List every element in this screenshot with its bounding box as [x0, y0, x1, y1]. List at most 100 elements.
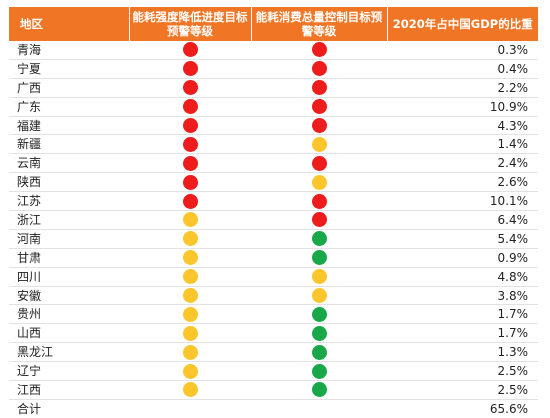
region-name: 江苏 [9, 191, 129, 212]
consumption-warning-cell [251, 59, 387, 79]
table-row: 宁夏 0.4% [9, 59, 538, 79]
table-row: 江苏 10.1% [9, 191, 538, 212]
yellow-warning-light-icon [311, 269, 327, 285]
gdp-share: 3.8% [387, 286, 538, 306]
gdp-share: 0.9% [387, 248, 538, 268]
red-warning-light-icon [182, 61, 198, 77]
total-label: 合计 [17, 401, 42, 416]
yellow-warning-light-icon [311, 136, 327, 152]
yellow-warning-light-icon [182, 363, 198, 379]
yellow-warning-light-icon [182, 325, 198, 341]
red-warning-light-icon [182, 174, 198, 190]
yellow-warning-light-icon [182, 212, 198, 228]
table-row: 福建 4.3% [9, 116, 538, 136]
region-name: 贵州 [9, 304, 129, 325]
consumption-warning-cell [251, 323, 387, 344]
green-warning-light-icon [311, 363, 327, 379]
table-header: 地区 能耗强度降低进度目标预警等级 能耗消费总量控制目标预警等级 2020年占中… [9, 7, 538, 41]
intensity-warning-cell [129, 229, 251, 249]
region-name: 浙江 [9, 210, 129, 230]
table-row: 黑龙江 1.3% [9, 342, 538, 363]
consumption-warning-cell [251, 41, 387, 60]
red-warning-light-icon [311, 42, 327, 58]
consumption-warning-cell [251, 361, 387, 382]
consumption-warning-cell [251, 342, 387, 363]
gdp-share: 1.7% [387, 323, 538, 344]
yellow-warning-light-icon [182, 269, 198, 285]
region-name: 辽宁 [9, 361, 129, 382]
red-warning-light-icon [311, 61, 327, 77]
table-row: 辽宁 2.5% [9, 361, 538, 382]
total-row: 合计 65.6% [9, 399, 538, 417]
gdp-share: 2.6% [387, 172, 538, 193]
red-warning-light-icon [182, 118, 198, 133]
total-gdp-share: 65.6% [489, 401, 528, 416]
yellow-warning-light-icon [182, 250, 198, 266]
region-name: 新疆 [9, 134, 129, 155]
consumption-warning-cell [251, 97, 387, 117]
table-row: 云南 2.4% [9, 153, 538, 174]
intensity-warning-cell [129, 134, 251, 155]
gdp-share: 6.4% [387, 210, 538, 230]
warning-level-table: 地区 能耗强度降低进度目标预警等级 能耗消费总量控制目标预警等级 2020年占中… [9, 7, 538, 418]
consumption-warning-cell [251, 210, 387, 230]
table-row: 青海 0.3% [9, 41, 538, 60]
gdp-share: 10.9% [387, 97, 538, 117]
red-warning-light-icon [182, 136, 198, 152]
green-warning-light-icon [311, 306, 327, 322]
region-name: 广西 [9, 78, 129, 98]
intensity-warning-cell [129, 78, 251, 98]
yellow-warning-light-icon [182, 288, 198, 304]
red-warning-light-icon [311, 99, 327, 115]
intensity-warning-cell [129, 210, 251, 230]
intensity-warning-cell [129, 191, 251, 212]
intensity-warning-cell [129, 172, 251, 193]
consumption-warning-cell [251, 78, 387, 98]
header-region: 地区 [9, 7, 130, 41]
region-name: 广东 [9, 97, 129, 117]
gdp-share: 2.5% [387, 361, 538, 382]
gdp-share: 1.3% [387, 342, 538, 363]
table-row: 浙江 6.4% [9, 210, 538, 230]
yellow-warning-light-icon [311, 288, 327, 304]
region-name: 甘肃 [9, 248, 129, 268]
red-warning-light-icon [311, 155, 327, 171]
gdp-share: 5.4% [387, 229, 538, 249]
red-warning-light-icon [182, 80, 198, 96]
intensity-warning-cell [129, 267, 251, 287]
table-row: 广西 2.2% [9, 78, 538, 98]
red-warning-light-icon [182, 193, 198, 209]
table-row: 贵州 1.7% [9, 304, 538, 325]
yellow-warning-light-icon [182, 231, 198, 247]
red-warning-light-icon [182, 42, 198, 58]
red-warning-light-icon [311, 80, 327, 96]
table-row: 安徽 3.8% [9, 286, 538, 306]
gdp-share: 10.1% [387, 191, 538, 212]
consumption-warning-cell [251, 191, 387, 212]
intensity-warning-cell [129, 286, 251, 306]
intensity-warning-cell [129, 248, 251, 268]
region-name: 青海 [9, 41, 129, 60]
green-warning-light-icon [311, 344, 327, 360]
yellow-warning-light-icon [182, 344, 198, 360]
intensity-warning-cell [129, 59, 251, 79]
region-name: 黑龙江 [9, 342, 129, 363]
consumption-warning-cell [251, 134, 387, 155]
gdp-share: 4.3% [387, 116, 538, 136]
table-row: 新疆 1.4% [9, 134, 538, 155]
consumption-warning-cell [251, 116, 387, 136]
table-row: 甘肃 0.9% [9, 248, 538, 268]
intensity-warning-cell [129, 304, 251, 325]
table-body: 青海 0.3% 宁夏 0.4% 广西 2.2% 广东 10.9% 福建 4.3% 新疆 1.4% 云南 2… [9, 41, 538, 418]
table-row: 山西 1.7% [9, 323, 538, 344]
intensity-warning-cell [129, 97, 251, 117]
red-warning-light-icon [311, 118, 327, 133]
yellow-warning-light-icon [182, 382, 198, 398]
red-warning-light-icon [182, 99, 198, 115]
red-warning-light-icon [311, 193, 327, 209]
header-row: 地区 能耗强度降低进度目标预警等级 能耗消费总量控制目标预警等级 2020年占中… [9, 7, 538, 41]
intensity-warning-cell [129, 380, 251, 400]
intensity-warning-cell [129, 342, 251, 363]
gdp-share: 4.8% [387, 267, 538, 287]
gdp-share: 2.2% [387, 78, 538, 98]
